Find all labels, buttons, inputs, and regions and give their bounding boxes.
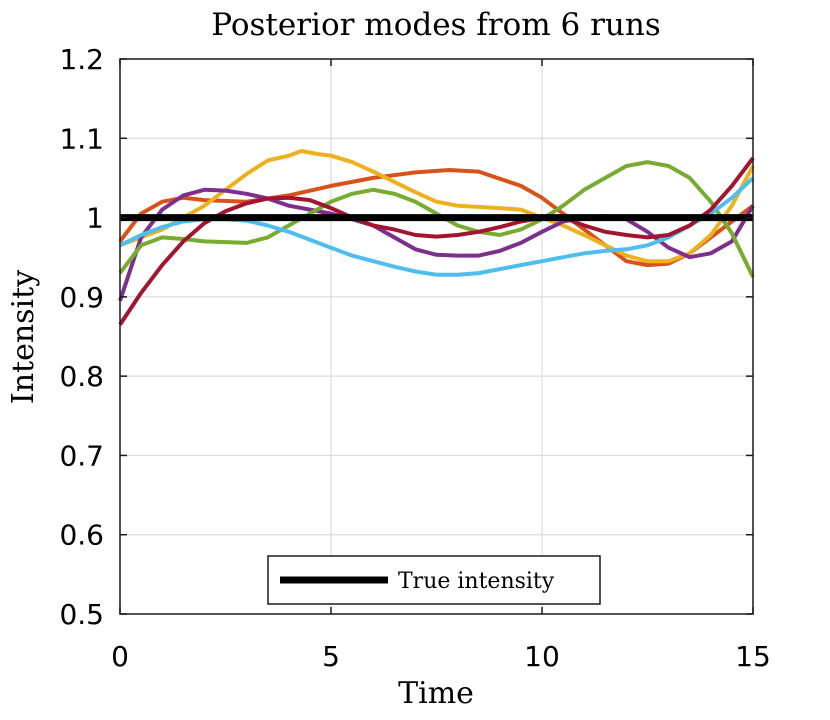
plot-box: [119, 58, 754, 615]
y-axis-label: Intensity: [6, 270, 41, 404]
x-tick-label: 10: [524, 640, 560, 673]
legend: True intensity: [267, 555, 601, 605]
posterior-mode-line-3: [118, 187, 755, 302]
y-tick-label: 1: [86, 202, 104, 235]
x-tick-label: 0: [111, 640, 129, 673]
y-tick-label: 0.5: [59, 598, 104, 631]
posterior-mode-line-4: [118, 160, 755, 278]
y-tick-label: 1.1: [59, 122, 104, 155]
axes: [119, 58, 754, 615]
grid: [120, 59, 753, 614]
chart-title: Posterior modes from 6 runs: [211, 7, 661, 43]
y-tick-label: 0.8: [59, 360, 104, 393]
y-tick-label: 1.2: [59, 43, 104, 76]
x-axis-label: Time: [398, 676, 474, 711]
series-lines: [118, 149, 755, 326]
x-tick-label: 5: [322, 640, 340, 673]
y-tick-label: 0.7: [59, 439, 104, 472]
y-tick-label: 0.9: [59, 281, 104, 314]
tick-labels: 0 5 10 15 0.5 0.6 0.7 0.8 0.9 1 1.1 1.2: [59, 43, 770, 673]
posterior-mode-line-2: [119, 149, 755, 264]
y-tick-label: 0.6: [59, 519, 104, 552]
legend-label: True intensity: [398, 569, 555, 594]
posterior-mode-line-6: [118, 156, 755, 326]
x-tick-label: 15: [735, 640, 771, 673]
